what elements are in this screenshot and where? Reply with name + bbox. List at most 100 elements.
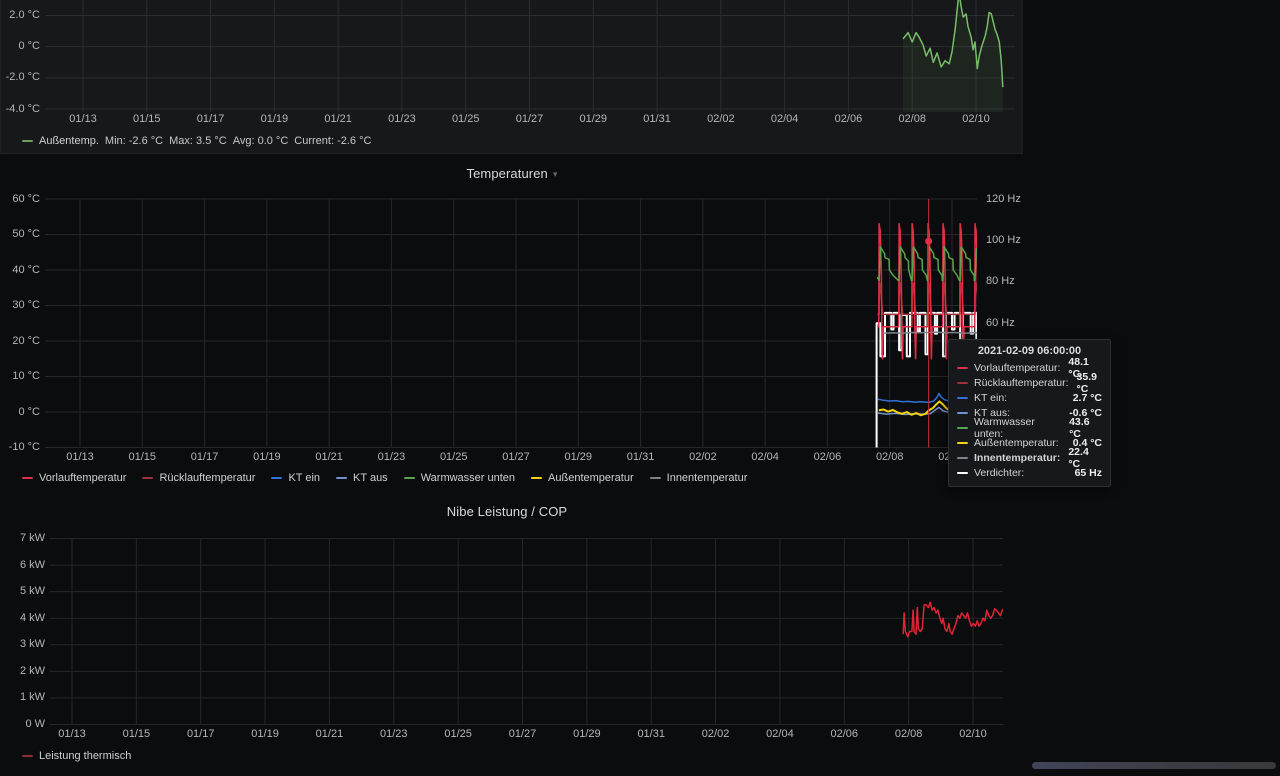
panel-title-temperaturen[interactable]: Temperaturen ▾ bbox=[0, 166, 1024, 181]
x-axis-tick-label: 01/23 bbox=[380, 728, 408, 740]
y-axis-tick-label: 60 °C bbox=[12, 192, 40, 205]
legend-series-dash bbox=[403, 477, 415, 479]
x-axis-tick-label: 02/02 bbox=[701, 728, 730, 740]
tooltip-timestamp: 2021-02-09 06:00:00 bbox=[977, 345, 1082, 357]
hover-point bbox=[925, 237, 933, 245]
x-axis-tick-label: 01/27 bbox=[515, 113, 544, 125]
x-axis-tick-label: 01/15 bbox=[128, 451, 157, 463]
series-group-aussentemperatur bbox=[902, 0, 1004, 112]
y-axis-tick-label: 4 kW bbox=[19, 611, 45, 624]
x-axis-tick-label: 01/31 bbox=[643, 113, 671, 125]
legend-item[interactable]: Außentemperatur bbox=[531, 472, 634, 484]
legend-series-label: Rücklauftemperatur bbox=[159, 472, 256, 484]
x-axis-tick-label: 01/13 bbox=[66, 451, 94, 463]
series-group-nibe-leistung-cop bbox=[902, 601, 1003, 638]
y-axis-tick-label: 3 kW bbox=[19, 638, 45, 651]
legend-series-dash bbox=[271, 477, 283, 479]
x-axis-tick-label: 02/08 bbox=[898, 113, 926, 125]
tooltip-series-value: 2.7 °C bbox=[1072, 391, 1102, 404]
y-axis-tick-label: 7 kW bbox=[19, 532, 45, 544]
legend-nibe: Leistung thermisch bbox=[22, 750, 131, 762]
tooltip-series-value: 43.6 °C bbox=[1069, 415, 1090, 440]
panel-title-nibe-leistung[interactable]: Nibe Leistung / COP bbox=[0, 504, 1014, 519]
x-axis-tick-label: 01/29 bbox=[579, 113, 608, 125]
x-axis-tick-label: 01/17 bbox=[186, 728, 215, 740]
legend-series-dash bbox=[22, 755, 33, 757]
y-axis-tick-label: 50 °C bbox=[12, 228, 40, 240]
series-line-Innentemperatur bbox=[882, 331, 977, 334]
x-axis-tick-label: 02/08 bbox=[894, 728, 923, 740]
x-axis-tick-label: 01/27 bbox=[508, 728, 537, 740]
tooltip-series-value: 22.4 °C bbox=[1068, 445, 1089, 470]
x-axis-tick-label: 01/29 bbox=[573, 728, 601, 740]
legend-item[interactable]: KT aus bbox=[336, 472, 388, 484]
x-axis-tick-label: 02/10 bbox=[959, 728, 987, 740]
tooltip-row: Außentemperatur: 0.4 °C bbox=[957, 435, 1102, 450]
tooltip-rows: Vorlauftemperatur: 48.1 °C Rücklauftempera… bbox=[957, 356, 1102, 480]
tooltip-series-value: 0.4 °C bbox=[1072, 436, 1102, 449]
legend-stat: Min: -2.6 °C bbox=[104, 135, 164, 147]
tooltip-series-dash bbox=[957, 471, 968, 474]
tooltip-row: Innentemperatur: 22.4 °C bbox=[957, 446, 1102, 470]
chart-tooltip: 2021-02-09 06:00:00 Vorlauftemperatur: 48… bbox=[948, 339, 1111, 487]
tooltip-series-value: 35.9 °C bbox=[1076, 370, 1097, 395]
tooltip-series-dash bbox=[957, 426, 968, 429]
chevron-down-icon[interactable]: ▾ bbox=[552, 169, 558, 179]
x-axis-tick-label: 02/02 bbox=[689, 451, 717, 463]
legend-item[interactable]: KT ein bbox=[271, 472, 320, 484]
legend-stat: Current: -2.6 °C bbox=[294, 135, 372, 147]
x-axis-tick-label: 01/21 bbox=[324, 113, 352, 125]
tooltip-series-value: 48.1 °C bbox=[1068, 355, 1089, 380]
x-axis-tick-label: 02/08 bbox=[875, 451, 904, 463]
legend-series-dash bbox=[142, 477, 154, 479]
panel-aussentemperatur bbox=[0, 0, 1023, 154]
x-axis-tick-label: 01/21 bbox=[315, 728, 344, 740]
tooltip-row: KT ein: 2.7 °C bbox=[957, 390, 1102, 405]
y-axis-tick-label: 0 W bbox=[25, 718, 45, 730]
legend-item[interactable]: Leistung thermisch bbox=[22, 750, 131, 762]
x-axis-tick-label: 01/19 bbox=[253, 451, 281, 463]
x-axis-tick-label: 02/06 bbox=[813, 451, 842, 463]
legend-item[interactable]: Innentemperatur bbox=[649, 472, 747, 484]
x-axis-tick-label: 01/17 bbox=[196, 113, 225, 125]
tooltip-series-dash bbox=[957, 381, 968, 384]
legend-series-label: Leistung thermisch bbox=[39, 750, 132, 762]
tooltip-series-label: Rücklauftemperatur: bbox=[974, 376, 1069, 389]
horizontal-scrollbar-thumb[interactable] bbox=[1032, 762, 1276, 769]
y2-axis-tick-label: 60 Hz bbox=[986, 316, 1015, 329]
legend-series-dash bbox=[22, 477, 33, 479]
x-axis-tick-label: 02/02 bbox=[707, 113, 735, 125]
legend-item[interactable]: Außentemp. bbox=[22, 135, 99, 147]
legend-series-dash bbox=[22, 140, 33, 142]
y-axis-tick-label: 20 °C bbox=[12, 334, 40, 347]
series-fill-Außentemp. bbox=[903, 0, 1003, 112]
x-axis-tick-label: 01/21 bbox=[315, 451, 343, 463]
tooltip-series-label: Außentemperatur: bbox=[974, 436, 1059, 449]
x-axis-tick-label: 01/23 bbox=[388, 113, 416, 125]
tooltip-series-dash bbox=[957, 411, 968, 414]
legend-series-label: Außentemp. bbox=[39, 135, 99, 147]
y2-axis-tick-label: 100 Hz bbox=[986, 233, 1021, 246]
tooltip-series-dash bbox=[957, 456, 968, 459]
x-axis-tick-label: 01/27 bbox=[502, 451, 530, 463]
legend-series-dash bbox=[336, 477, 348, 479]
y-axis-tick-label: 5 kW bbox=[19, 585, 45, 598]
legend-temperaturen: Vorlauftemperatur Rücklauftemperatur KT ei… bbox=[22, 472, 747, 484]
x-axis-tick-label: 01/13 bbox=[69, 113, 97, 125]
tooltip-series-value: -0.6 °C bbox=[1069, 406, 1102, 419]
y-axis-tick-label: 1 kW bbox=[19, 691, 45, 704]
legend-item[interactable]: Rücklauftemperatur bbox=[142, 472, 255, 484]
series-line-Warmwasser unten bbox=[876, 246, 977, 282]
x-axis-tick-label: 01/31 bbox=[626, 451, 655, 463]
panel-title-text: Temperaturen bbox=[466, 166, 548, 181]
tooltip-row: Vorlauftemperatur: 48.1 °C bbox=[957, 356, 1102, 380]
x-axis-tick-label: 02/04 bbox=[766, 728, 794, 740]
legend-item[interactable]: Warmwasser unten bbox=[403, 472, 515, 484]
legend-item[interactable]: Vorlauftemperatur bbox=[22, 472, 126, 484]
tooltip-series-label: Innentemperatur: bbox=[974, 451, 1061, 464]
y-axis-tick-label: 30 °C bbox=[12, 299, 40, 311]
legend-series-dash bbox=[649, 477, 661, 479]
tooltip-series-dash bbox=[957, 441, 968, 444]
